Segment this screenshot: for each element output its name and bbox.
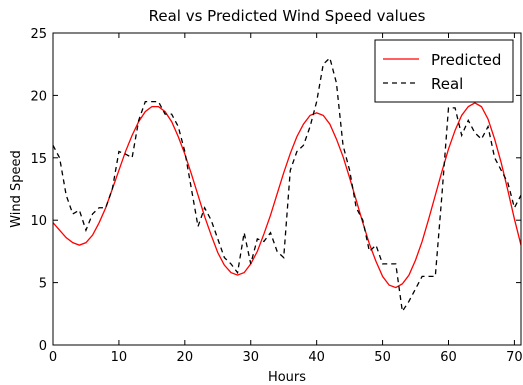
y-axis-label: Wind Speed	[9, 150, 24, 228]
series-line	[53, 102, 521, 289]
legend-label: Predicted	[431, 51, 501, 69]
legend-label: Real	[431, 75, 463, 93]
y-tick-label: 5	[39, 277, 47, 292]
x-tick-label: 60	[440, 350, 457, 365]
chart-title: Real vs Predicted Wind Speed values	[149, 7, 426, 25]
x-tick-label: 10	[111, 350, 128, 365]
x-tick-label: 70	[506, 350, 523, 365]
x-tick-label: 0	[49, 350, 57, 365]
y-tick-label: 15	[30, 152, 47, 167]
x-tick-label: 30	[242, 350, 259, 365]
y-tick-label: 10	[30, 214, 47, 229]
y-tick-label: 20	[30, 89, 47, 104]
y-tick-label: 0	[39, 339, 47, 354]
x-axis-label: Hours	[268, 370, 306, 385]
x-tick-label: 50	[374, 350, 391, 365]
y-tick-label: 25	[30, 27, 47, 42]
legend-box	[374, 39, 514, 103]
series-line	[53, 56, 521, 314]
plot-frame	[52, 32, 522, 346]
x-tick-label: 20	[177, 350, 194, 365]
x-tick-label: 40	[308, 350, 325, 365]
